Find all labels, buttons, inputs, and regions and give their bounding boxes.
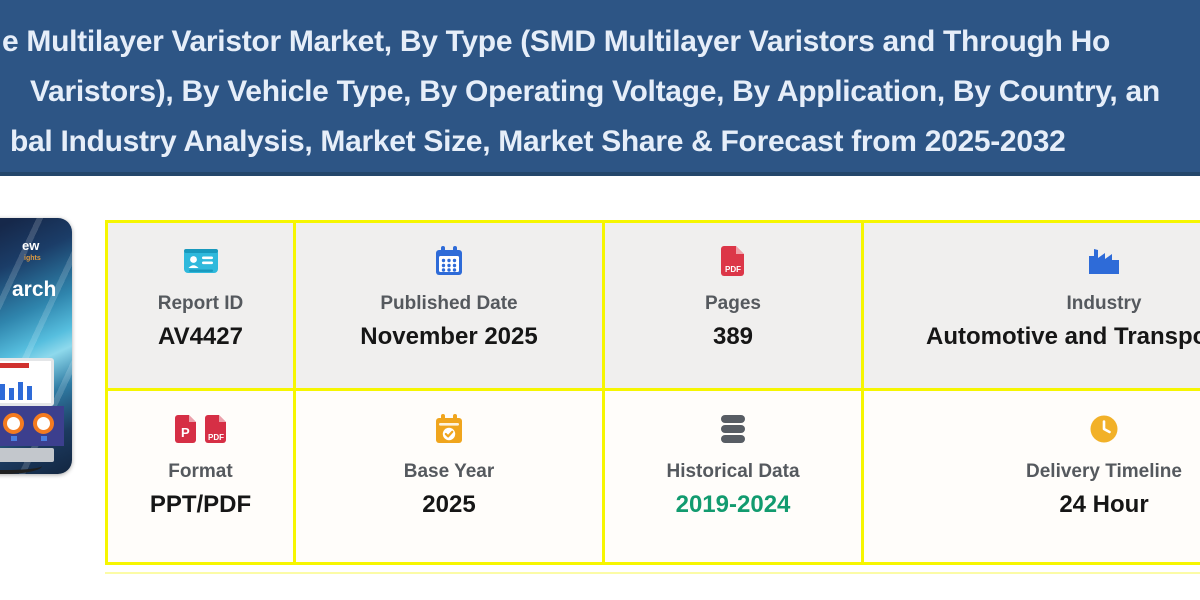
published-date-cell: Published Date November 2025	[296, 223, 602, 388]
report-cover-thumbnail: ew ights arch	[0, 218, 72, 474]
svg-text:PDF: PDF	[208, 433, 224, 442]
table-lower-accent-line	[105, 572, 1200, 574]
donut-chart-icon	[3, 413, 24, 441]
cover-title-fragment: arch	[12, 278, 57, 301]
clock-icon	[1089, 411, 1119, 447]
factory-icon	[1087, 243, 1121, 279]
cell-label: Report ID	[157, 293, 244, 314]
page-title-line-2: Varistors), By Vehicle Type, By Operatin…	[30, 75, 1160, 108]
cell-label: Delivery Timeline	[1026, 461, 1182, 482]
calendar-check-icon	[433, 411, 465, 447]
pdf-file-icon: PDF	[720, 243, 746, 279]
svg-text:P: P	[181, 425, 190, 440]
pages-cell: PDF Pages 389	[605, 223, 861, 388]
cell-label: Published Date	[380, 293, 518, 314]
cell-label: Base Year	[403, 461, 495, 482]
cell-label: Industry	[1066, 293, 1142, 314]
cover-monitor-graphic	[0, 358, 54, 406]
cell-value: PPT/PDF	[149, 491, 252, 518]
donut-chart-icon	[33, 413, 54, 441]
cover-monitor-stand	[0, 458, 42, 474]
calendar-icon	[433, 243, 465, 279]
industry-cell: Industry Automotive and Transportation	[864, 223, 1200, 388]
cover-chart-header	[0, 363, 29, 368]
delivery-timeline-cell: Delivery Timeline 24 Hour	[864, 391, 1200, 562]
cover-brand-text: ew	[22, 238, 40, 253]
base-year-cell: Base Year 2025	[296, 391, 602, 562]
cell-label: Historical Data	[666, 461, 800, 482]
ppt-pdf-files-icon: P PDF	[174, 411, 228, 447]
page-title-line-3: bal Industry Analysis, Market Size, Mark…	[10, 125, 1066, 158]
cell-value: AV4427	[158, 323, 243, 350]
historical-data-cell: Historical Data 2019-2024	[605, 391, 861, 562]
id-card-icon	[183, 243, 219, 279]
page-title-line-1: e Multilayer Varistor Market, By Type (S…	[2, 25, 1110, 58]
cell-value: 24 Hour	[1059, 491, 1149, 518]
report-id-cell: Report ID AV4427	[108, 223, 293, 388]
svg-text:PDF: PDF	[725, 265, 741, 274]
cover-bar-chart	[0, 382, 37, 400]
cell-value: 2019-2024	[675, 491, 791, 518]
format-cell: P PDF Format PPT/PDF	[108, 391, 293, 562]
page-header: e Multilayer Varistor Market, By Type (S…	[0, 0, 1200, 176]
report-info-table: Report ID AV4427 Published Date November…	[105, 220, 1200, 565]
cover-brand-subtext: ights	[24, 255, 41, 262]
cell-value: Automotive and Transportation	[925, 323, 1200, 350]
cell-value: November 2025	[360, 323, 538, 350]
cell-label: Pages	[705, 293, 761, 314]
cell-value: 389	[712, 323, 754, 350]
cover-dashboard-panel	[0, 406, 64, 446]
cell-label: Format	[168, 461, 233, 482]
database-icon	[718, 411, 748, 447]
cell-value: 2025	[422, 491, 476, 518]
